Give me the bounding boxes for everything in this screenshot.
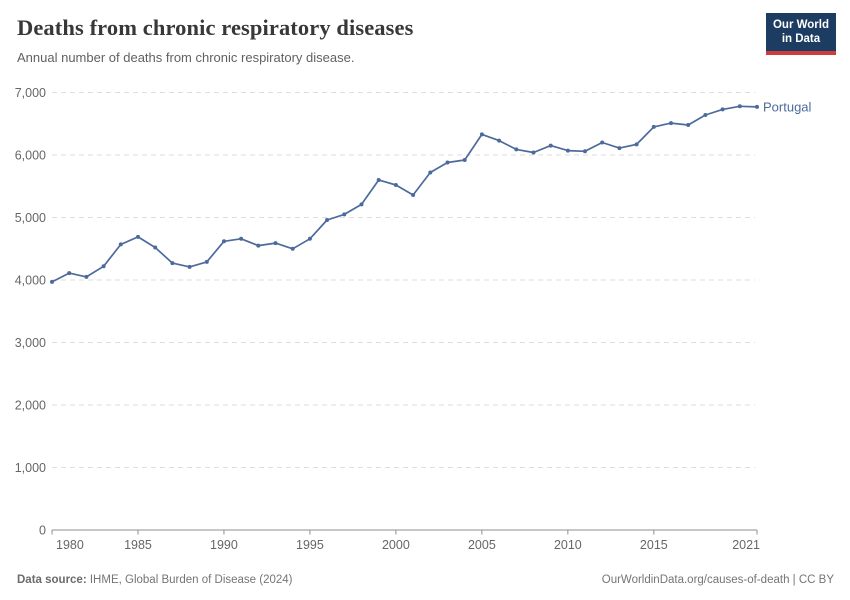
page-title: Deaths from chronic respiratory diseases — [17, 15, 414, 40]
data-point-2018 — [703, 113, 708, 117]
data-source-text: IHME, Global Burden of Disease (2024) — [86, 574, 293, 586]
data-point-1980 — [50, 279, 54, 284]
credit-url: OurWorldinData.org/causes-of-death | CC … — [601, 574, 834, 586]
owid-logo-line2: in Data — [781, 33, 821, 46]
data-point-1988 — [187, 264, 192, 269]
data-point-1990 — [222, 239, 226, 244]
data-point-2015 — [651, 124, 656, 129]
x-axis-label: 1980 — [56, 538, 84, 552]
data-point-1987 — [170, 261, 175, 266]
data-point-2017 — [686, 123, 691, 127]
data-point-2012 — [600, 140, 605, 145]
x-axis-label: 2005 — [468, 538, 496, 552]
data-source-label: Data source: — [17, 574, 87, 586]
data-point-2016 — [669, 121, 673, 126]
y-axis-label: 0 — [39, 524, 46, 538]
chart-footer: Data source: IHME, Global Burden of Dise… — [17, 574, 834, 586]
data-point-1997 — [342, 212, 347, 217]
data-point-2004 — [462, 158, 467, 162]
y-axis-label: 7,000 — [15, 86, 46, 100]
x-axis-label: 2000 — [382, 538, 410, 552]
data-point-1981 — [67, 271, 72, 276]
data-point-1998 — [359, 202, 364, 207]
y-axis-label: 1,000 — [15, 461, 46, 475]
data-point-2003 — [445, 160, 450, 165]
data-source: Data source: IHME, Global Burden of Dise… — [17, 574, 293, 586]
data-point-1994 — [290, 246, 295, 251]
y-axis-label: 2,000 — [15, 399, 46, 413]
y-axis-label: 6,000 — [15, 149, 46, 163]
data-point-1999 — [376, 178, 381, 182]
data-point-2020 — [737, 104, 742, 109]
data-point-1982 — [84, 274, 89, 279]
data-point-2006 — [497, 138, 502, 143]
data-point-2001 — [411, 193, 416, 197]
data-point-2002 — [428, 170, 433, 175]
x-axis-label: 2015 — [640, 538, 668, 552]
data-point-2011 — [583, 149, 587, 154]
data-point-2014 — [634, 142, 639, 147]
data-point-1991 — [239, 236, 244, 241]
page-subtitle: Annual number of deaths from chronic res… — [17, 50, 355, 65]
data-point-2007 — [514, 147, 519, 152]
portugal-line — [51, 105, 758, 283]
x-axis-label: 2010 — [554, 538, 582, 552]
data-point-1995 — [307, 236, 312, 241]
data-point-1986 — [153, 245, 158, 250]
data-point-1989 — [204, 259, 209, 264]
data-point-1985 — [136, 234, 140, 239]
y-axis-label: 3,000 — [15, 336, 46, 350]
data-point-1996 — [325, 218, 330, 222]
chart-header: Deaths from chronic respiratory diseases… — [17, 15, 757, 65]
data-point-2010 — [565, 148, 570, 153]
data-point-1983 — [101, 264, 106, 269]
data-point-2000 — [393, 183, 398, 187]
data-point-2009 — [548, 143, 553, 148]
x-axis-label: 2021 — [732, 538, 760, 552]
x-axis-label: 1995 — [296, 538, 324, 552]
data-point-2008 — [531, 150, 536, 155]
data-point-2019 — [720, 107, 725, 112]
series-label-portugal: Portugal — [763, 99, 812, 114]
data-point-1993 — [273, 241, 278, 246]
data-point-1984 — [118, 242, 123, 247]
y-axis-label: 5,000 — [15, 211, 46, 225]
data-point-1992 — [256, 243, 261, 248]
data-point-2021 — [755, 104, 759, 109]
data-point-2005 — [479, 132, 484, 137]
owid-logo: Our World in Data — [765, 13, 836, 55]
data-point-2013 — [617, 146, 622, 151]
owid-logo-line1: Our World — [772, 19, 829, 31]
x-axis-label: 1990 — [210, 538, 238, 552]
x-axis-label: 1985 — [124, 538, 152, 552]
y-axis-label: 4,000 — [15, 274, 46, 288]
